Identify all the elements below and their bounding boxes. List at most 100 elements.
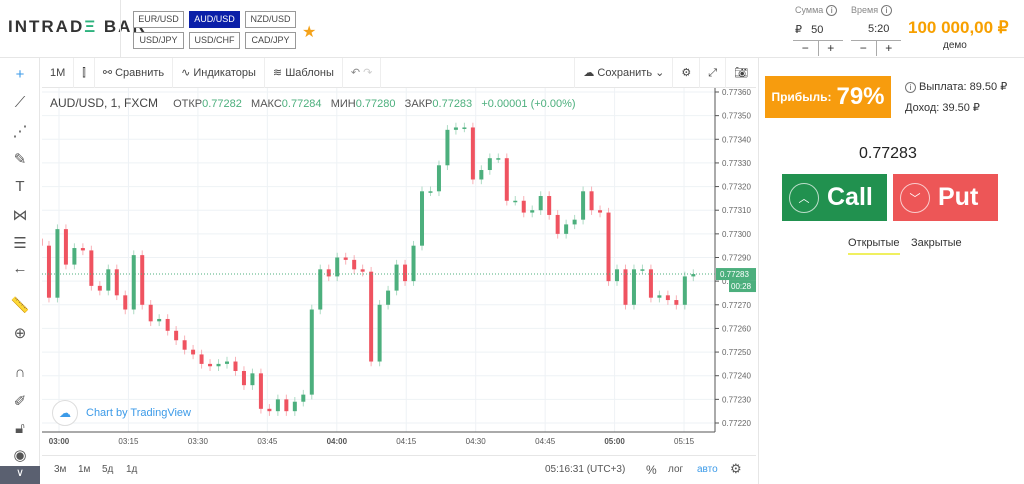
settings-icon[interactable]: ⚙ [730, 461, 742, 476]
plus-button[interactable]: + [885, 41, 893, 55]
lock-drawing-icon[interactable]: ✐ [13, 393, 27, 410]
y-tick-label: 0.77270 [722, 301, 751, 310]
amount-stepper[interactable]: − + [793, 40, 843, 56]
tab-closed[interactable]: Закрытые [911, 237, 962, 249]
candle [386, 290, 391, 305]
candle [606, 212, 611, 282]
logo: INTRADΞ BAR [8, 17, 147, 36]
back-arrow-icon[interactable]: ← [12, 260, 28, 277]
info-icon[interactable]: i [881, 5, 893, 16]
candle [216, 363, 221, 367]
candle [335, 257, 340, 277]
y-tick-label: 0.77320 [722, 183, 751, 192]
amount-input[interactable]: ₽ 50 [795, 24, 824, 36]
magnet-icon[interactable]: ∩ [14, 364, 26, 381]
expand-toolbar-button[interactable]: ∨ [0, 466, 40, 484]
candle [589, 191, 594, 211]
minus-button[interactable]: − [851, 41, 877, 56]
pair-eur-usd[interactable]: EUR/USD [133, 11, 184, 28]
prediction-icon[interactable]: ☰ [13, 235, 27, 252]
text-icon[interactable]: T [15, 178, 25, 195]
candle [326, 269, 331, 277]
candle [615, 269, 620, 282]
ruler-icon[interactable]: 📏 [10, 297, 30, 314]
time-stepper[interactable]: − + [851, 40, 901, 56]
pair-nzd-usd[interactable]: NZD/USD [245, 11, 296, 28]
plus-button[interactable]: + [827, 41, 835, 55]
candle [72, 248, 77, 265]
settings-icon[interactable]: ⚙ [673, 57, 701, 88]
symbol-label[interactable]: AUD/USD, 1, FXCM [50, 96, 159, 110]
x-tick-label: 04:45 [535, 437, 556, 446]
amount-label: Сумма i [795, 5, 838, 16]
tradingview-watermark[interactable]: ☁ Chart by TradingView [52, 400, 191, 426]
lock-icon[interactable]: 🔓︎ [15, 420, 25, 437]
favorite-star-icon[interactable]: ★ [302, 24, 317, 41]
countdown-box [729, 280, 756, 293]
candle [665, 295, 670, 301]
crosshair-icon[interactable]: + [15, 66, 25, 83]
clock: 05:16:31 (UTC+3) [545, 464, 626, 475]
x-tick-label: 03:15 [118, 437, 139, 446]
auto-toggle[interactable]: авто [697, 464, 718, 475]
range-1m[interactable]: 1м [78, 464, 91, 475]
tab-open[interactable]: Открытые [848, 237, 900, 255]
y-tick-label: 0.77230 [722, 395, 751, 404]
log-toggle[interactable]: лог [668, 464, 684, 475]
candle [123, 295, 128, 310]
eye-icon[interactable]: ◉ [13, 447, 27, 464]
pair-usd-chf[interactable]: USD/CHF [189, 32, 240, 49]
account-type: демо [943, 40, 967, 51]
trend-line-icon[interactable]: ⟋ [14, 94, 26, 111]
candle [487, 158, 492, 171]
minus-button[interactable]: − [793, 41, 819, 56]
time-label: Время i [851, 5, 893, 16]
undo-icon[interactable]: ↶ ↷ [343, 57, 382, 88]
x-tick-label: 03:45 [257, 437, 278, 446]
screenshot-icon[interactable]: 📷︎ [734, 66, 748, 79]
candle [97, 285, 102, 291]
range-1d[interactable]: 1д [126, 464, 138, 475]
pair-aud-usd-active[interactable]: AUD/USD [189, 11, 240, 28]
y-tick-label: 0.77260 [722, 324, 751, 333]
brush-icon[interactable]: ✎ [13, 151, 27, 168]
indicators-button[interactable]: ∿ Индикаторы [173, 57, 265, 88]
templates-button[interactable]: ≋ Шаблоны [265, 57, 343, 88]
interval-button[interactable]: 1M [42, 57, 75, 88]
put-button[interactable]: ﹀ Put [893, 174, 998, 221]
range-5d[interactable]: 5д [102, 464, 114, 475]
redo-icon[interactable]: ↷ [363, 66, 373, 79]
time-input[interactable]: 5:20 [868, 23, 890, 35]
pair-cad-jpy[interactable]: CAD/JPY [245, 32, 296, 49]
fib-icon[interactable]: ⋰ [12, 123, 28, 140]
zoom-icon[interactable]: ⊕ [13, 325, 27, 342]
y-tick-label: 0.77290 [722, 254, 751, 263]
candle [479, 170, 484, 180]
candle [174, 330, 179, 341]
candle [250, 373, 255, 386]
candle [411, 245, 416, 282]
countdown-label: 00:28 [731, 282, 752, 291]
info-icon[interactable]: i [905, 82, 916, 93]
drawing-toolbar: + ⟋ ⋰ ✎ T ⋈ ☰ ← 📏 ⊕ ∩ ✐ 🔓︎ ◉ [0, 58, 40, 484]
pair-usd-jpy[interactable]: USD/JPY [133, 32, 184, 49]
fullscreen-icon[interactable]: ⤢ [700, 57, 727, 88]
candle [623, 269, 628, 305]
call-button[interactable]: ︿ Call [782, 174, 887, 221]
percent-toggle[interactable]: % [646, 463, 657, 477]
compare-icon: ⚯ [102, 66, 116, 79]
price-chart[interactable]: 0.77360 0.77350 0.77340 0.77330 0.77320 0.773… [42, 88, 756, 455]
y-tick-label: 0.77330 [722, 159, 751, 168]
candle [648, 269, 653, 298]
candle [199, 354, 204, 364]
info-icon[interactable]: i [826, 5, 838, 16]
candle [436, 165, 441, 192]
save-button[interactable]: ☁ Сохранить ⌄ [574, 57, 674, 88]
indicators-icon: ∿ [181, 66, 194, 79]
x-tick-label: 05:00 [604, 437, 625, 446]
range-3m[interactable]: 3м [54, 464, 67, 475]
pattern-icon[interactable]: ⋈ [12, 207, 28, 224]
candle [674, 300, 679, 305]
compare-button[interactable]: ⚯ Сравнить [95, 57, 174, 88]
candle-type-icon[interactable]: ⫿ [74, 57, 95, 88]
